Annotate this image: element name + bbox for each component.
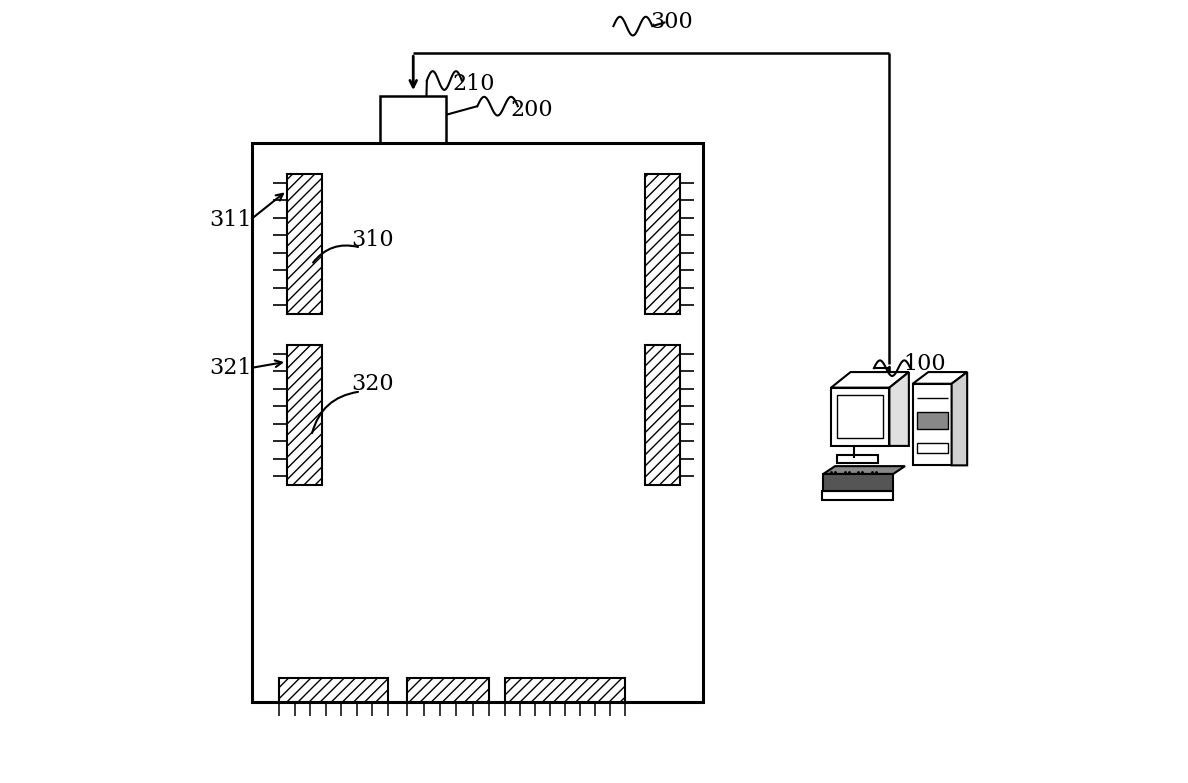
Bar <box>505 677 625 702</box>
Bar <box>279 677 388 702</box>
Bar <box>407 677 489 702</box>
Text: 310: 310 <box>352 229 393 251</box>
Bar <box>917 413 948 428</box>
Text: 200: 200 <box>511 99 554 121</box>
Text: 311: 311 <box>209 210 252 232</box>
Text: 300: 300 <box>650 11 693 33</box>
Polygon shape <box>832 372 909 388</box>
Text: 320: 320 <box>352 373 393 395</box>
Bar <box>645 345 680 485</box>
Bar <box>917 443 948 453</box>
Text: 100: 100 <box>903 353 946 375</box>
Bar <box>912 384 952 465</box>
Bar <box>645 174 680 314</box>
Bar <box>380 96 447 143</box>
Text: 321: 321 <box>209 357 252 379</box>
Bar <box>832 388 890 446</box>
Text: 210: 210 <box>453 74 494 96</box>
Polygon shape <box>823 466 905 474</box>
Bar <box>287 345 322 485</box>
Bar <box>252 143 703 702</box>
Bar <box>838 455 878 463</box>
Polygon shape <box>890 372 909 446</box>
Polygon shape <box>912 372 967 384</box>
Bar <box>823 474 893 491</box>
Bar <box>838 395 883 438</box>
Polygon shape <box>952 372 967 465</box>
Bar <box>822 491 893 500</box>
Bar <box>287 174 322 314</box>
